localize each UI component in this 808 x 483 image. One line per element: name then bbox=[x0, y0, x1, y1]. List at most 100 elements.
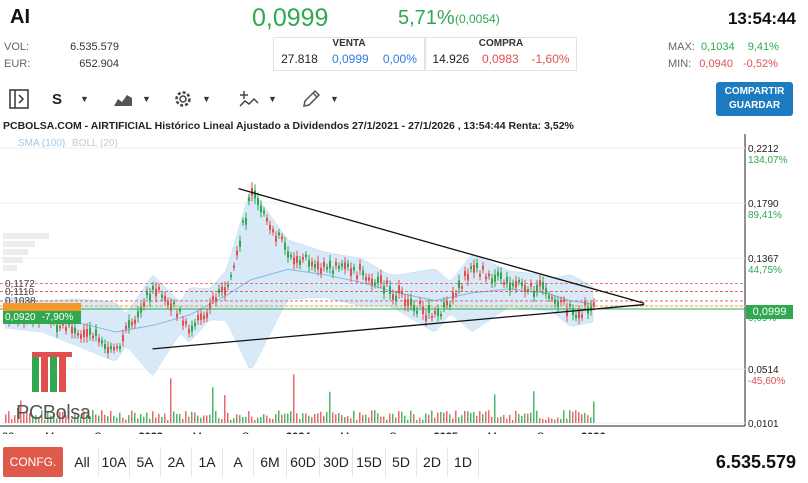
range-button-15d[interactable]: 15D bbox=[353, 447, 386, 477]
candle-body bbox=[521, 282, 523, 286]
candle-body bbox=[158, 286, 160, 290]
range-button-30d[interactable]: 30D bbox=[320, 447, 353, 477]
range-button-6m[interactable]: 6M bbox=[254, 447, 287, 477]
x-tick-label: May bbox=[193, 431, 214, 434]
candle-body bbox=[524, 285, 526, 292]
candle-body bbox=[128, 320, 130, 328]
indicators-selector[interactable]: ▼ bbox=[236, 86, 277, 112]
volume-bar bbox=[299, 418, 301, 423]
volume-bar bbox=[128, 415, 130, 423]
toggle-panel-button[interactable] bbox=[6, 86, 32, 112]
volume-bar bbox=[74, 412, 76, 423]
candle-body bbox=[272, 229, 274, 233]
range-button-2d[interactable]: 2D bbox=[417, 447, 448, 477]
volume-bar bbox=[137, 418, 139, 423]
candle-body bbox=[404, 299, 406, 306]
trendline-resistance[interactable] bbox=[238, 188, 645, 304]
candle-body bbox=[161, 294, 163, 298]
level-label: 0,1110 bbox=[5, 287, 35, 298]
range-button-2a[interactable]: 2A bbox=[161, 447, 192, 477]
trendline-support[interactable] bbox=[152, 303, 645, 350]
volume-bar bbox=[590, 417, 592, 423]
volume-bar bbox=[578, 412, 580, 423]
range-button-1a[interactable]: 1A bbox=[192, 447, 223, 477]
volume-bar bbox=[470, 412, 472, 423]
volume-bar bbox=[275, 414, 277, 423]
candle-body bbox=[281, 236, 283, 240]
volume-bar bbox=[125, 419, 127, 423]
candle-body bbox=[581, 314, 583, 318]
volume-bar bbox=[548, 417, 550, 423]
boll-legend[interactable]: BOLL (20) bbox=[72, 138, 118, 149]
sma-legend[interactable]: SMA (100) bbox=[18, 138, 66, 149]
volume-bar bbox=[317, 413, 319, 423]
volume-bar bbox=[551, 418, 553, 423]
candle-body bbox=[497, 271, 499, 277]
pcbolsa-logo bbox=[30, 350, 76, 400]
candle-body bbox=[110, 346, 112, 350]
volume-bar bbox=[20, 400, 22, 423]
candle-body bbox=[191, 325, 193, 332]
candle-body bbox=[545, 288, 547, 294]
volume-bar bbox=[479, 411, 481, 423]
volume-bar bbox=[467, 411, 469, 423]
drawing-tools-selector[interactable]: ▼ bbox=[298, 86, 339, 112]
volume-bar bbox=[254, 419, 256, 423]
level-label: 0,1038 bbox=[5, 296, 36, 307]
volume-bar bbox=[482, 414, 484, 423]
candle-body bbox=[590, 305, 592, 312]
volume-bar bbox=[356, 419, 358, 423]
volume-bar bbox=[191, 411, 193, 423]
volume-bar bbox=[473, 412, 475, 423]
volume-bar bbox=[71, 418, 73, 423]
candle-body bbox=[65, 327, 67, 331]
volume-bar bbox=[113, 415, 115, 423]
volume-bar bbox=[29, 413, 31, 423]
volume-bar bbox=[332, 412, 334, 423]
range-button-5d[interactable]: 5D bbox=[386, 447, 417, 477]
range-button-all[interactable]: All bbox=[66, 447, 99, 477]
volume-bar bbox=[422, 419, 424, 423]
candle-body bbox=[140, 307, 142, 313]
volume-bar bbox=[338, 412, 340, 423]
share-save-button[interactable]: COMPARTIR GUARDAR bbox=[716, 82, 793, 116]
y-tick-percent: 44,75% bbox=[748, 265, 782, 276]
change-percent: 5,71% bbox=[398, 7, 455, 29]
x-tick-label: May bbox=[45, 431, 66, 434]
range-button-60d[interactable]: 60D bbox=[287, 447, 320, 477]
volume-bar bbox=[224, 395, 226, 423]
range-button-10a[interactable]: 10A bbox=[99, 447, 130, 477]
min-row: MIN: 0,0940 -0,52% bbox=[668, 58, 778, 70]
volume-bar bbox=[248, 411, 250, 423]
venta-price: 0,0999 bbox=[331, 52, 369, 66]
volume-bar bbox=[455, 410, 457, 423]
x-tick-label: Sep bbox=[389, 431, 409, 434]
volume-bar bbox=[398, 411, 400, 423]
candle-body bbox=[320, 267, 322, 274]
volume-bar bbox=[560, 418, 562, 423]
candle-body bbox=[62, 323, 64, 326]
volume-bar bbox=[509, 414, 511, 423]
volume-bar bbox=[350, 418, 352, 423]
candle-body bbox=[422, 306, 424, 315]
settings-selector[interactable]: ▼ bbox=[170, 86, 211, 112]
pencil-icon bbox=[298, 86, 324, 112]
interval-selector[interactable]: S ▼ bbox=[52, 86, 89, 112]
candle-body bbox=[380, 275, 382, 283]
x-tick-label: Sep bbox=[242, 431, 262, 434]
range-button-a[interactable]: A bbox=[223, 447, 254, 477]
range-button-1d[interactable]: 1D bbox=[448, 447, 479, 477]
volume-bar bbox=[524, 413, 526, 423]
volume-bar bbox=[503, 414, 505, 423]
volume-bar bbox=[65, 415, 67, 423]
volume-bar bbox=[104, 414, 106, 423]
candle-body bbox=[284, 242, 286, 250]
volume-bar bbox=[383, 416, 385, 423]
volume-bar bbox=[182, 418, 184, 423]
chart-type-selector[interactable]: ▼ bbox=[110, 86, 151, 112]
min-percent: -0,52% bbox=[743, 58, 778, 70]
candle-body bbox=[467, 273, 469, 281]
range-button-5a[interactable]: 5A bbox=[130, 447, 161, 477]
config-button[interactable]: CONFG. bbox=[3, 447, 63, 477]
